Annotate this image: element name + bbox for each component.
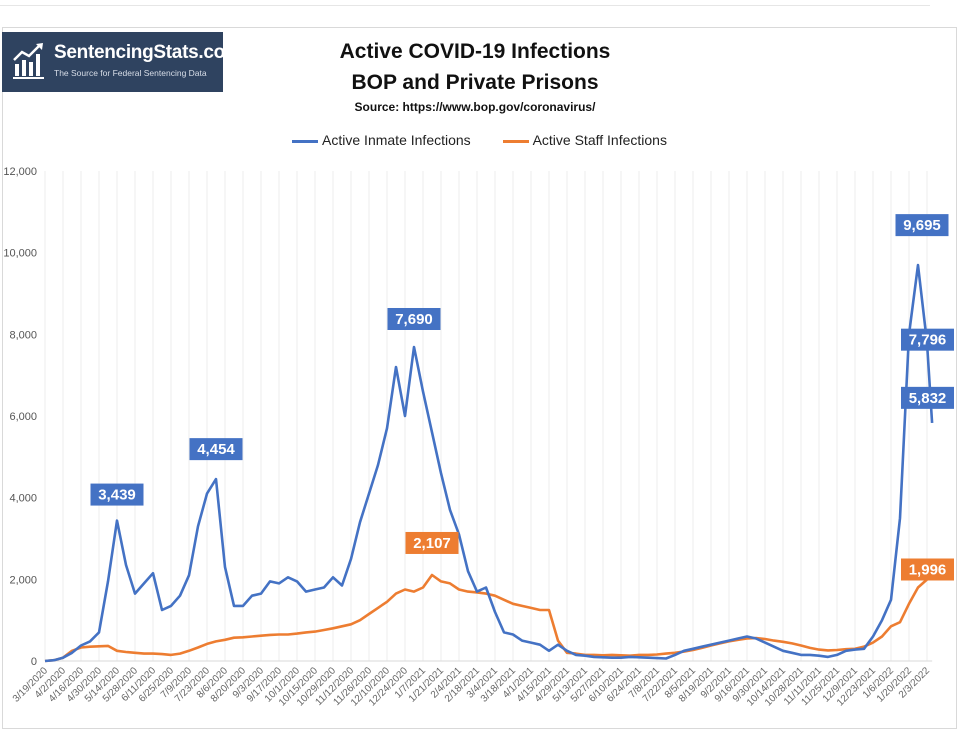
data-label: 3,439 — [98, 487, 136, 504]
y-tick-label: 2,000 — [9, 574, 37, 586]
chart-frame — [2, 27, 957, 729]
data-label: 5,832 — [909, 390, 947, 407]
legend-item-inmate: Active Inmate Infections — [292, 132, 471, 148]
legend-item-staff: Active Staff Infections — [502, 132, 667, 148]
legend-label-staff: Active Staff Infections — [532, 132, 667, 148]
data-label-box — [901, 558, 954, 581]
data-label-box — [189, 438, 243, 461]
data-label: 2,107 — [413, 535, 451, 552]
y-tick-label: 12,000 — [3, 166, 37, 178]
top-divider — [0, 5, 930, 6]
y-tick-label: 10,000 — [3, 248, 37, 260]
data-label: 9,695 — [903, 217, 941, 234]
data-label-box — [895, 214, 949, 237]
legend-swatch-staff — [502, 139, 529, 143]
chart-source: Source: https://www.bop.gov/coronavirus/ — [354, 100, 596, 114]
chart-title: Active COVID-19 Infections — [339, 40, 611, 63]
data-label: 4,454 — [197, 441, 235, 458]
y-tick-label: 0 — [31, 656, 37, 668]
legend-label-inmate: Active Inmate Infections — [322, 132, 471, 148]
series-line-inmate — [44, 263, 934, 663]
data-label: 7,690 — [395, 311, 433, 328]
legend: Active Inmate Infections Active Staff In… — [0, 132, 959, 148]
y-tick-label: 6,000 — [9, 411, 37, 423]
data-label-box — [405, 531, 459, 554]
data-label-box — [901, 386, 954, 409]
y-tick-label: 4,000 — [9, 493, 37, 505]
data-label: 1,996 — [909, 561, 947, 578]
data-label-box — [90, 483, 144, 506]
bar-chart-rising-icon — [13, 43, 44, 79]
logo-tagline: The Source for Federal Sentencing Data — [54, 68, 207, 78]
data-label: 7,796 — [909, 332, 947, 349]
data-label-box — [901, 328, 954, 351]
logo-name: SentencingStats.com — [54, 42, 242, 63]
legend-swatch-inmate — [292, 139, 319, 143]
y-tick-label: 8,000 — [9, 329, 37, 341]
logo: SentencingStats.com The Source for Feder… — [2, 32, 242, 92]
data-label-box — [387, 307, 441, 330]
series-line-staff — [44, 573, 933, 663]
chart-subtitle: BOP and Private Prisons — [351, 71, 599, 94]
